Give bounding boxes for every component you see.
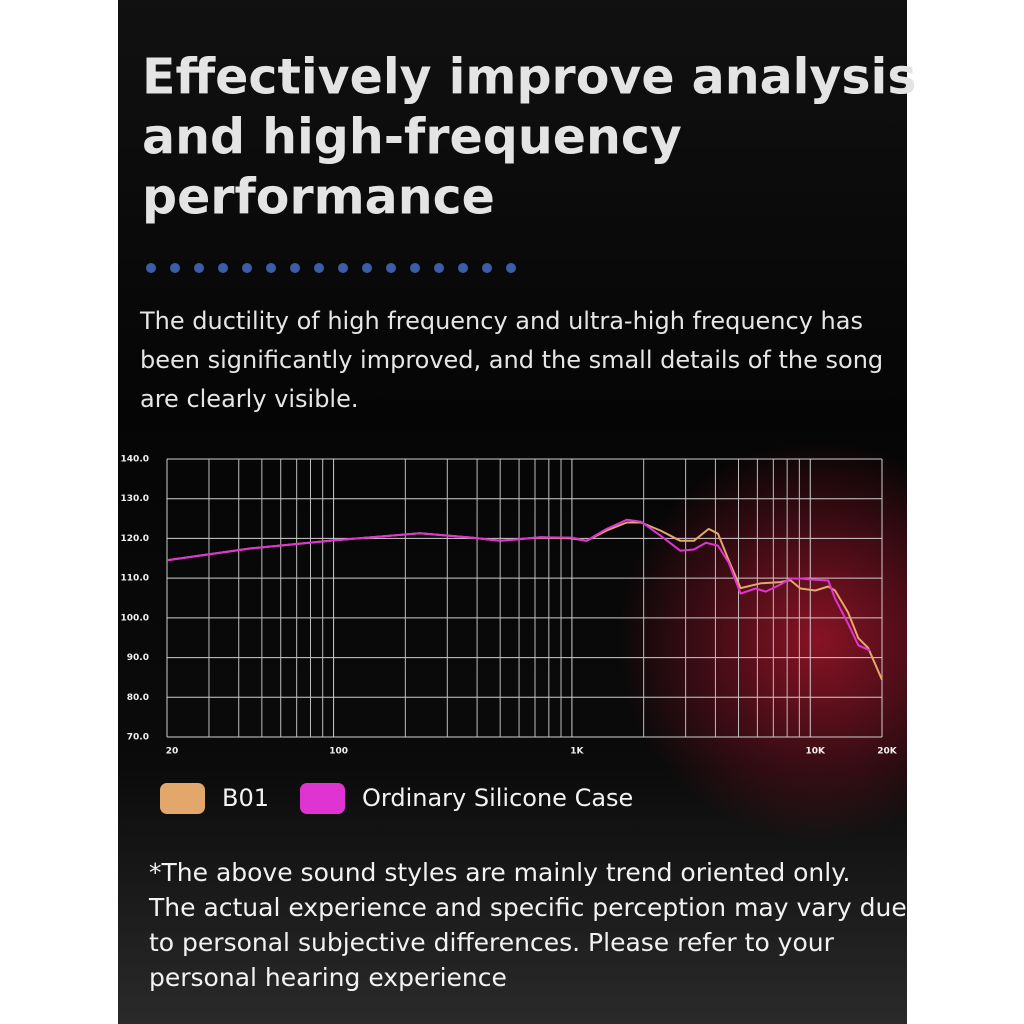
x-tick-label: 1K: [570, 747, 584, 757]
y-tick-label: 120.0: [121, 534, 149, 544]
y-tick-label: 130.0: [121, 494, 149, 504]
legend-label: B01: [222, 784, 269, 812]
x-tick-label: 20: [166, 747, 179, 757]
description: been significantly improved, and the sma…: [140, 346, 883, 374]
y-tick-label: 70.0: [127, 733, 149, 743]
x-tick-label: 10K: [806, 747, 827, 757]
note: The actual experience and specific perce…: [148, 893, 907, 922]
note: to personal subjective differences. Plea…: [149, 928, 835, 957]
legend-swatch: [300, 783, 345, 814]
legend-swatch: [160, 783, 205, 814]
y-tick-label: 90.0: [127, 653, 149, 663]
x-tick-label: 100: [329, 747, 348, 757]
description: are clearly visible.: [140, 385, 358, 413]
panel: [118, 0, 907, 1024]
y-tick-label: 80.0: [127, 693, 149, 703]
headline: performance: [142, 169, 495, 226]
dots: [146, 263, 516, 273]
series-line: [166, 518, 871, 652]
x-tick-label: 20K: [877, 747, 898, 757]
legend-label: Ordinary Silicone Case: [362, 784, 633, 812]
y-tick-label: 140.0: [121, 455, 149, 465]
y-tick-label: 110.0: [121, 574, 149, 584]
note: personal hearing experience: [149, 963, 507, 992]
headline: and high-frequency: [142, 109, 682, 166]
description: The ductility of high frequency and ultr…: [139, 307, 863, 335]
y-tick-label: 100.0: [121, 613, 149, 623]
headline: Effectively improve analysis: [142, 49, 917, 106]
note: *The above sound styles are mainly trend…: [149, 858, 850, 887]
